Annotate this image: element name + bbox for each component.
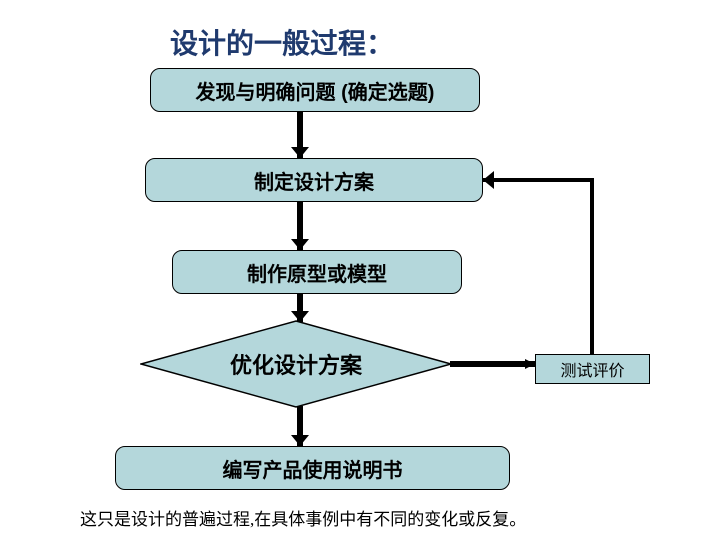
node-label: 发现与明确问题 (确定选题) — [196, 76, 435, 105]
node-label: 优化设计方案 — [230, 348, 362, 380]
caption-text: 这只是设计的普遍过程,在具体事例中有不同的变化或反复。 — [80, 505, 526, 530]
node-optimize: 优化设计方案 — [140, 320, 452, 408]
page-title: 设计的一般过程： — [170, 22, 394, 62]
node-label: 编写产品使用说明书 — [223, 454, 403, 483]
node-label: 制定设计方案 — [254, 166, 374, 195]
node-write-manual: 编写产品使用说明书 — [115, 446, 510, 490]
node-label: 测试评价 — [560, 357, 624, 381]
node-discover-problem: 发现与明确问题 (确定选题) — [150, 68, 480, 112]
node-test-evaluate: 测试评价 — [535, 354, 650, 384]
node-design-plan: 制定设计方案 — [145, 158, 483, 202]
node-prototype: 制作原型或模型 — [172, 250, 462, 294]
node-label: 制作原型或模型 — [247, 258, 387, 287]
